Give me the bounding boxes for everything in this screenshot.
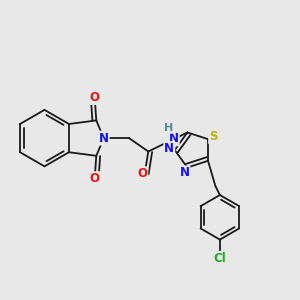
Text: O: O — [90, 172, 100, 185]
Text: S: S — [209, 130, 218, 143]
Text: O: O — [90, 91, 100, 104]
Text: N: N — [164, 142, 174, 155]
Text: O: O — [137, 167, 147, 180]
Text: N: N — [169, 132, 179, 145]
Text: N: N — [179, 167, 189, 179]
Text: N: N — [99, 132, 109, 145]
Text: H: H — [164, 123, 173, 133]
Text: Cl: Cl — [214, 252, 226, 265]
